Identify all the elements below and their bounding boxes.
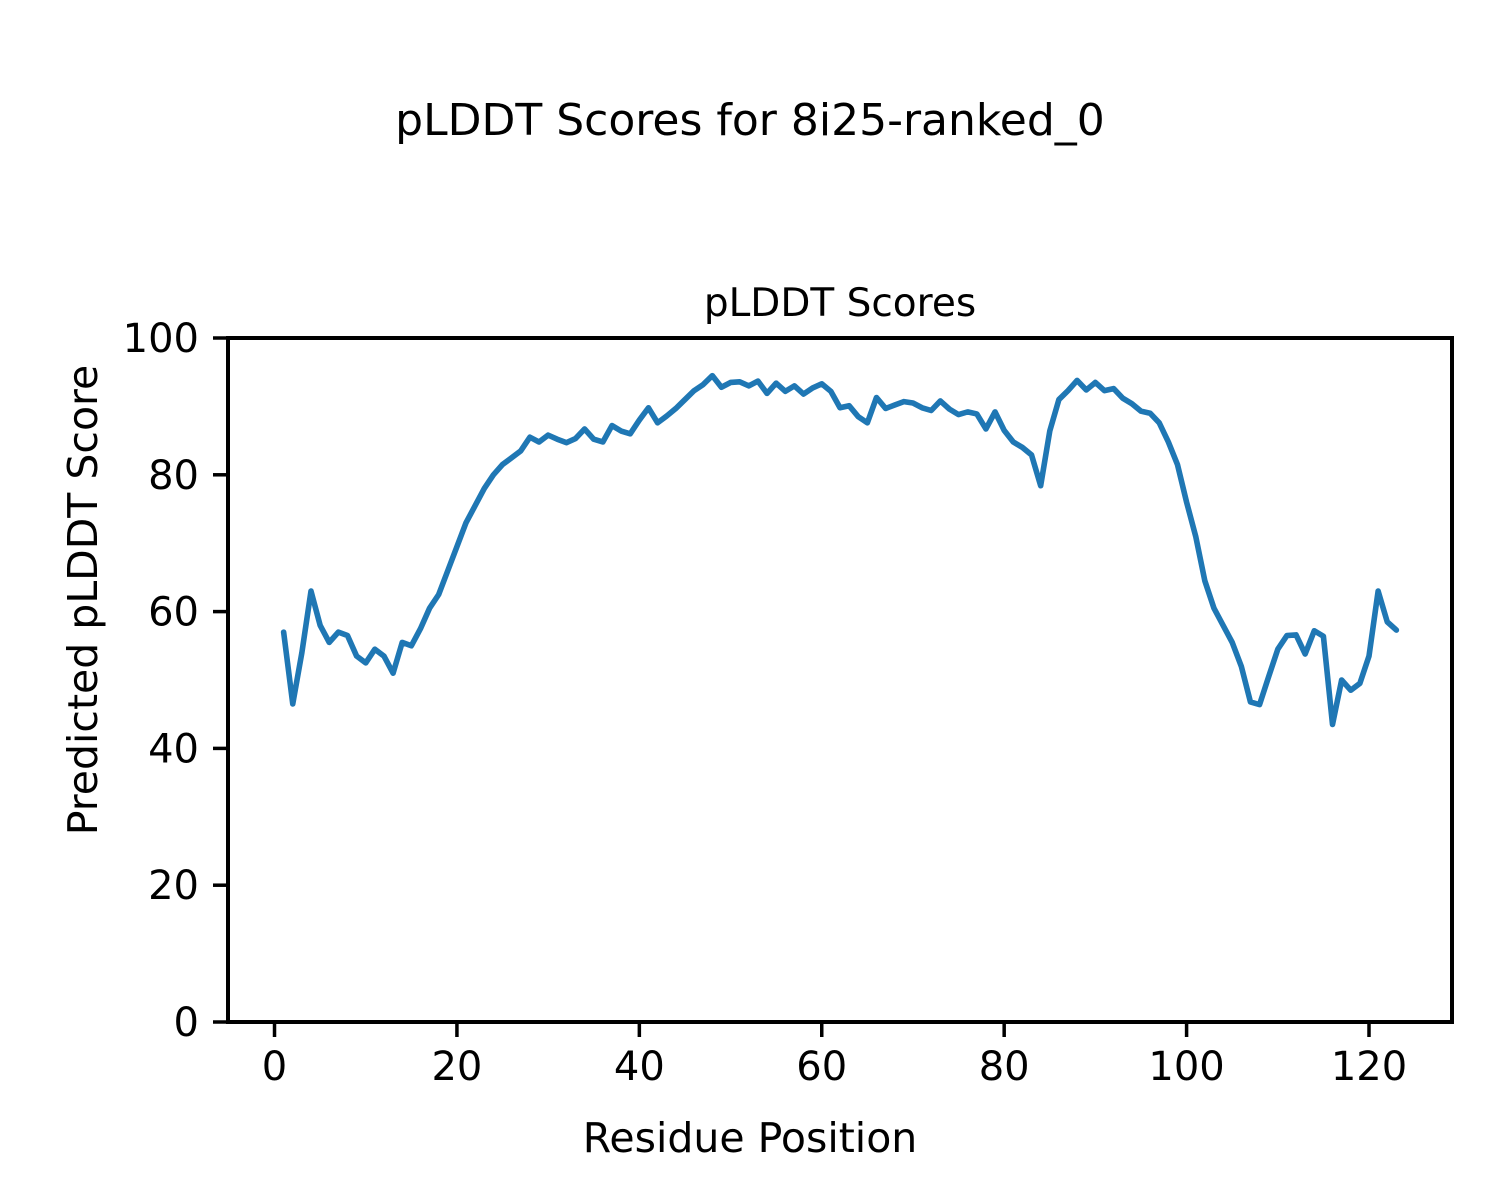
axes-title: pLDDT Scores bbox=[704, 281, 976, 326]
x-tick-label: 20 bbox=[431, 1044, 482, 1090]
y-tick-label: 60 bbox=[148, 590, 199, 636]
plot-border bbox=[226, 336, 1454, 1024]
x-tick-label: 60 bbox=[796, 1044, 847, 1090]
y-tick-label: 0 bbox=[174, 1000, 199, 1046]
x-tick-label: 0 bbox=[262, 1044, 287, 1090]
y-tick-label: 40 bbox=[148, 726, 199, 772]
x-tick-label: 40 bbox=[614, 1044, 665, 1090]
y-tick-label: 80 bbox=[148, 453, 199, 499]
y-tick-label: 20 bbox=[148, 863, 199, 909]
x-tick-label: 120 bbox=[1331, 1044, 1407, 1090]
axis-ticks: 0 20 40 60 80 100 120 0 20 40 60 80 100 bbox=[123, 316, 1408, 1090]
x-axis-label: Residue Position bbox=[583, 1114, 918, 1162]
x-tick-label: 100 bbox=[1148, 1044, 1224, 1090]
plddt-score-line bbox=[280, 372, 1400, 728]
figure-suptitle: pLDDT Scores for 8i25-ranked_0 bbox=[395, 95, 1105, 146]
y-axis-label: Predicted pLDDT Score bbox=[59, 365, 107, 835]
y-tick-label: 100 bbox=[123, 316, 199, 362]
x-tick-label: 80 bbox=[979, 1044, 1030, 1090]
